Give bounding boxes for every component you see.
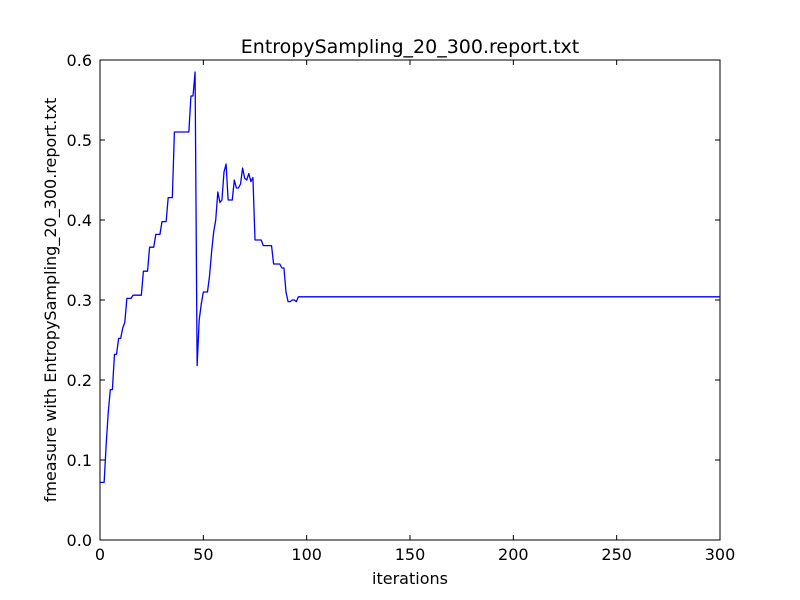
- y-axis: 0.0 0.1 0.2 0.3 0.4 0.5 0.6: [67, 51, 720, 550]
- x-tick-label: 100: [291, 545, 322, 564]
- y-tick-label: 0.2: [67, 371, 92, 390]
- chart-title: EntropySampling_20_300.report.txt: [241, 36, 579, 58]
- plot-area: [99, 59, 721, 541]
- y-tick-label: 0.3: [67, 291, 92, 310]
- plot-frame: [99, 59, 721, 541]
- x-tick-label: 200: [498, 545, 529, 564]
- x-tick-label: 300: [705, 545, 736, 564]
- series-line: [100, 71, 720, 484]
- x-tick-label: 150: [395, 545, 426, 564]
- y-tick-label: 0.4: [67, 211, 92, 230]
- x-axis: 0 50 100 150 200 250 300: [95, 60, 735, 564]
- x-axis-label: iterations: [372, 569, 448, 588]
- x-tick-label: 250: [601, 545, 632, 564]
- y-axis-label: fmeasure with EntropySampling_20_300.rep…: [41, 98, 61, 503]
- x-tick-label: 0: [95, 545, 105, 564]
- y-tick-label: 0.5: [67, 131, 92, 150]
- x-tick-label: 50: [193, 545, 213, 564]
- y-tick-label: 0.6: [67, 51, 92, 70]
- y-tick-label: 0.0: [67, 531, 92, 550]
- y-tick-label: 0.1: [67, 451, 92, 470]
